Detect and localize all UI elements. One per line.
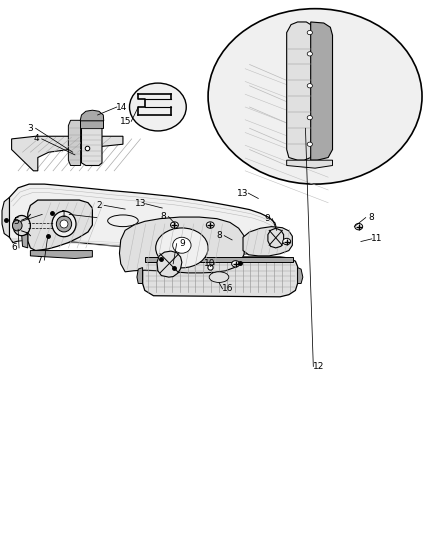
Polygon shape	[297, 268, 303, 284]
Ellipse shape	[60, 220, 68, 228]
Ellipse shape	[173, 237, 191, 253]
Polygon shape	[287, 22, 313, 160]
Text: 6: 6	[11, 244, 17, 253]
Polygon shape	[81, 120, 102, 165]
Ellipse shape	[206, 222, 214, 228]
Ellipse shape	[307, 142, 312, 147]
Polygon shape	[243, 227, 292, 256]
Text: 5: 5	[13, 217, 19, 226]
Text: 13: 13	[134, 199, 146, 208]
Ellipse shape	[108, 215, 138, 227]
Ellipse shape	[170, 222, 178, 228]
Ellipse shape	[57, 216, 72, 232]
Ellipse shape	[307, 84, 312, 88]
Text: 4: 4	[34, 134, 39, 143]
Ellipse shape	[13, 215, 30, 236]
Text: 10: 10	[204, 260, 215, 268]
Polygon shape	[68, 120, 81, 165]
Ellipse shape	[307, 116, 312, 120]
Polygon shape	[143, 257, 297, 297]
Polygon shape	[21, 235, 28, 248]
Ellipse shape	[232, 261, 240, 267]
Text: 8: 8	[216, 231, 222, 240]
Text: 7: 7	[36, 256, 42, 264]
Ellipse shape	[209, 272, 229, 282]
Text: 8: 8	[368, 213, 374, 222]
Text: 15: 15	[120, 117, 132, 126]
Polygon shape	[145, 257, 293, 262]
Polygon shape	[157, 251, 182, 277]
Text: 12: 12	[313, 362, 324, 371]
Ellipse shape	[307, 52, 312, 56]
Ellipse shape	[155, 228, 208, 268]
Ellipse shape	[130, 83, 186, 131]
Polygon shape	[268, 228, 284, 248]
Polygon shape	[80, 110, 104, 121]
Polygon shape	[120, 217, 245, 273]
Polygon shape	[311, 22, 332, 160]
Text: 1: 1	[61, 210, 67, 219]
Polygon shape	[80, 120, 103, 128]
Ellipse shape	[307, 30, 312, 35]
Polygon shape	[2, 197, 10, 237]
Text: 3: 3	[28, 124, 33, 133]
Text: 8: 8	[160, 212, 166, 221]
Text: 9: 9	[179, 239, 185, 248]
Text: 11: 11	[371, 235, 383, 244]
Polygon shape	[287, 160, 332, 168]
Text: 2: 2	[96, 201, 102, 210]
Ellipse shape	[52, 211, 76, 237]
Text: 9: 9	[264, 214, 270, 223]
Polygon shape	[10, 184, 277, 254]
Ellipse shape	[12, 220, 22, 231]
Ellipse shape	[283, 238, 290, 245]
Text: 16: 16	[222, 284, 233, 293]
Polygon shape	[137, 268, 143, 284]
Polygon shape	[30, 251, 92, 259]
Ellipse shape	[208, 9, 422, 184]
Polygon shape	[12, 136, 123, 171]
Text: 14: 14	[117, 102, 128, 111]
Text: 13: 13	[237, 189, 249, 198]
Polygon shape	[28, 200, 92, 251]
Ellipse shape	[355, 223, 363, 230]
